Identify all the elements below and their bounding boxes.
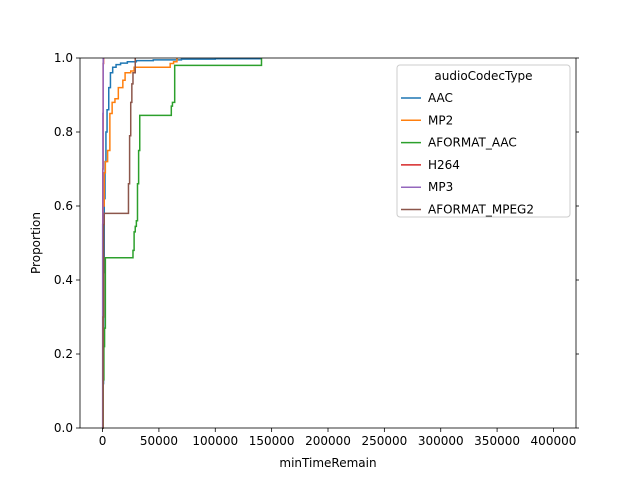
x-tick-label: 150000 (249, 434, 295, 448)
y-tick-label: 0.8 (54, 125, 73, 139)
x-tick-label: 350000 (474, 434, 520, 448)
x-tick-label: 400000 (531, 434, 577, 448)
x-axis-label: minTimeRemain (279, 456, 376, 470)
legend-title: audioCodecType (434, 69, 532, 83)
x-tick-label: 50000 (140, 434, 178, 448)
x-tick-label: 300000 (418, 434, 464, 448)
legend-label: AFORMAT_AAC (428, 136, 517, 150)
legend-label: MP3 (428, 180, 453, 194)
x-tick-label: 100000 (192, 434, 238, 448)
legend-label: AAC (428, 91, 453, 105)
legend-label: H264 (428, 158, 460, 172)
y-tick-label: 0.6 (54, 199, 73, 213)
series-line-5 (102, 58, 136, 429)
x-tick-label: 250000 (361, 434, 407, 448)
legend-label: AFORMAT_MPEG2 (428, 203, 534, 217)
x-tick-label: 0 (99, 434, 107, 448)
legend-box (396, 64, 571, 218)
y-tick-label: 1.0 (54, 51, 73, 65)
y-tick-label: 0.4 (54, 273, 73, 287)
series-line-1 (102, 58, 178, 429)
axes-layer: 0 50000 100000 150000 200000 250000 300000 3500… (54, 51, 579, 448)
y-tick-label: 0.0 (54, 421, 73, 435)
y-tick-label: 0.2 (54, 347, 73, 361)
legend: audioCodecType AAC MP2 AFORMAT_AAC H264 MP3 AF… (396, 64, 571, 218)
legend-label: MP2 (428, 113, 453, 127)
x-tick-label: 200000 (305, 434, 351, 448)
y-axis-label: Proportion (29, 212, 43, 274)
series-line-2 (102, 58, 263, 429)
